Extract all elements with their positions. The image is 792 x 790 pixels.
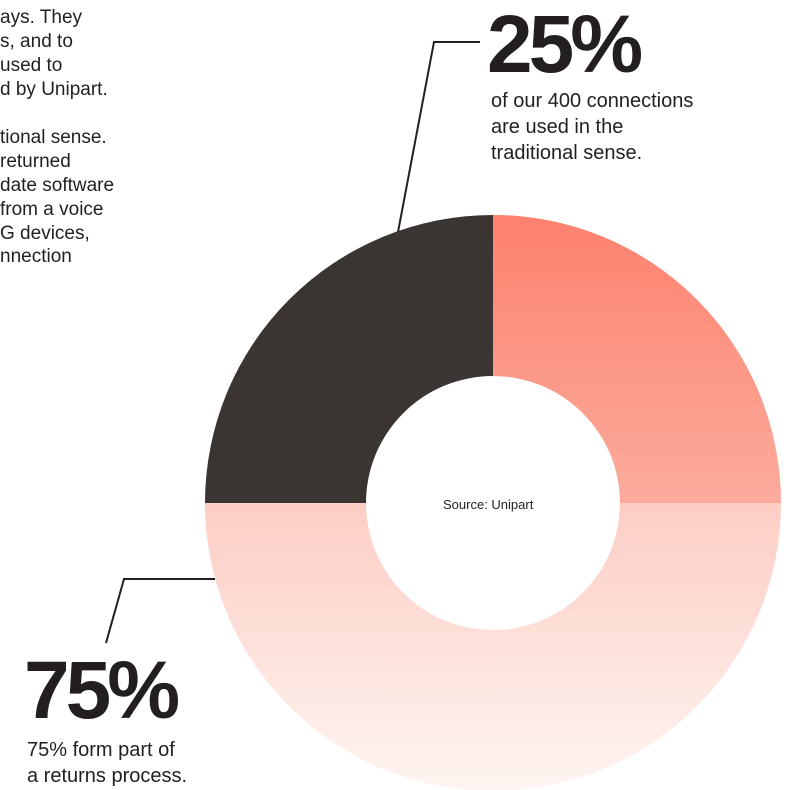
body-line: s, and to	[0, 30, 73, 52]
body-line: nnection	[0, 246, 72, 268]
slice-small-caption: of our 400 connections are used in the t…	[491, 88, 693, 166]
slice-large-value-label: 75%	[24, 645, 180, 736]
body-line: tional sense.	[0, 126, 107, 148]
leader-line-top	[397, 41, 480, 233]
slice-large-caption: 75% form part of a returns process.	[27, 737, 187, 789]
body-line: used to	[0, 54, 63, 76]
body-line: from a voice	[0, 198, 104, 220]
source-note: Source: Unipart	[443, 497, 534, 512]
caption-line: of our 400 connections	[491, 90, 694, 112]
article-body-text: ays. They s, and to used to d by Unipart…	[0, 6, 160, 269]
caption-line: a returns process.	[27, 765, 188, 787]
donut-slice-large-accent	[493, 215, 781, 503]
body-paragraph-2: tional sense. returned date software fro…	[0, 126, 160, 270]
caption-line: are used in the	[491, 116, 624, 138]
caption-line: 75% form part of	[27, 739, 175, 761]
slice-small-value-label: 25%	[487, 0, 643, 90]
body-line: d by Unipart.	[0, 78, 108, 100]
caption-line: traditional sense.	[491, 142, 643, 164]
body-line: returned	[0, 150, 71, 172]
leader-line-bottom	[105, 578, 215, 644]
body-paragraph-1: ays. They s, and to used to d by Unipart…	[0, 6, 160, 102]
donut-slice-small	[205, 215, 493, 503]
body-line: date software	[0, 174, 115, 196]
body-line: G devices,	[0, 222, 90, 244]
body-line: ays. They	[0, 7, 83, 28]
